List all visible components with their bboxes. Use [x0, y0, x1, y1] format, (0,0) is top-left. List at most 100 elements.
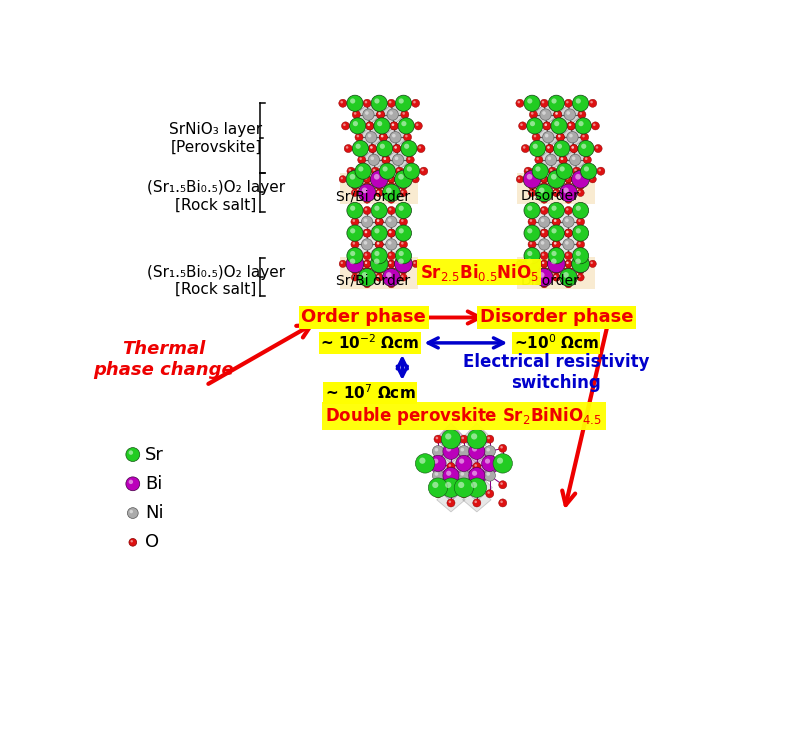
- Circle shape: [482, 455, 498, 472]
- Circle shape: [355, 144, 361, 149]
- Circle shape: [467, 478, 486, 498]
- Circle shape: [567, 122, 575, 130]
- Circle shape: [582, 135, 585, 137]
- Circle shape: [381, 135, 383, 137]
- Circle shape: [373, 169, 375, 171]
- Circle shape: [388, 196, 395, 203]
- Circle shape: [458, 470, 470, 481]
- Circle shape: [529, 253, 536, 261]
- Circle shape: [578, 275, 581, 278]
- Circle shape: [379, 163, 395, 180]
- Circle shape: [395, 167, 403, 175]
- Circle shape: [399, 241, 407, 249]
- Circle shape: [389, 253, 391, 256]
- Circle shape: [398, 98, 404, 104]
- Circle shape: [353, 275, 355, 278]
- Circle shape: [563, 272, 569, 278]
- Circle shape: [553, 189, 560, 197]
- Circle shape: [569, 124, 571, 126]
- Circle shape: [542, 132, 554, 143]
- Circle shape: [434, 453, 442, 461]
- Circle shape: [559, 156, 567, 164]
- Circle shape: [389, 197, 391, 200]
- Circle shape: [548, 95, 564, 111]
- Circle shape: [552, 218, 560, 226]
- Circle shape: [484, 470, 495, 481]
- Circle shape: [532, 133, 540, 142]
- Circle shape: [375, 241, 383, 249]
- Circle shape: [542, 253, 544, 256]
- Circle shape: [500, 501, 503, 503]
- Circle shape: [412, 260, 419, 267]
- Circle shape: [554, 191, 557, 193]
- Circle shape: [546, 145, 554, 153]
- Circle shape: [591, 122, 599, 130]
- Circle shape: [434, 489, 442, 498]
- Circle shape: [460, 472, 468, 480]
- Circle shape: [529, 183, 536, 190]
- Circle shape: [516, 260, 523, 267]
- Circle shape: [415, 454, 434, 473]
- Text: (Sr₁.₅Bi₀.₅)O₂ layer
[Rock salt]: (Sr₁.₅Bi₀.₅)O₂ layer [Rock salt]: [147, 264, 285, 297]
- Circle shape: [566, 184, 569, 186]
- Circle shape: [540, 109, 551, 120]
- Circle shape: [393, 145, 401, 153]
- Circle shape: [379, 133, 387, 142]
- Circle shape: [543, 122, 551, 130]
- Circle shape: [542, 268, 544, 270]
- Circle shape: [375, 218, 383, 226]
- Circle shape: [390, 122, 398, 130]
- Circle shape: [578, 219, 581, 222]
- Circle shape: [442, 429, 461, 448]
- Circle shape: [597, 167, 605, 175]
- Polygon shape: [380, 103, 406, 126]
- Circle shape: [400, 267, 407, 274]
- Polygon shape: [533, 103, 558, 126]
- Circle shape: [577, 189, 584, 197]
- Circle shape: [523, 255, 541, 273]
- Circle shape: [542, 184, 544, 186]
- Polygon shape: [557, 103, 582, 126]
- Circle shape: [486, 448, 490, 451]
- Circle shape: [564, 229, 573, 237]
- Circle shape: [377, 242, 379, 244]
- Circle shape: [428, 478, 448, 498]
- Circle shape: [401, 242, 404, 244]
- Circle shape: [572, 156, 575, 160]
- Circle shape: [339, 260, 346, 267]
- Circle shape: [405, 135, 408, 137]
- Circle shape: [518, 177, 520, 180]
- Circle shape: [524, 203, 540, 218]
- Circle shape: [530, 255, 532, 257]
- Circle shape: [581, 144, 586, 149]
- Circle shape: [363, 206, 371, 215]
- Circle shape: [461, 472, 464, 476]
- Circle shape: [386, 216, 397, 227]
- Polygon shape: [386, 148, 410, 171]
- Circle shape: [395, 225, 411, 241]
- Circle shape: [389, 177, 391, 180]
- Circle shape: [523, 146, 526, 149]
- Circle shape: [351, 189, 358, 197]
- Polygon shape: [462, 485, 491, 512]
- Circle shape: [500, 446, 503, 448]
- Circle shape: [474, 482, 477, 485]
- Circle shape: [547, 146, 550, 149]
- Text: Sr: Sr: [145, 446, 164, 463]
- Circle shape: [365, 231, 367, 233]
- Circle shape: [487, 473, 490, 476]
- Circle shape: [548, 225, 564, 241]
- Circle shape: [554, 275, 557, 278]
- Circle shape: [530, 268, 532, 270]
- Circle shape: [377, 141, 393, 156]
- Text: ~ 10$^{-2}$ Ωcm: ~ 10$^{-2}$ Ωcm: [320, 334, 420, 352]
- Circle shape: [388, 241, 391, 244]
- Circle shape: [553, 169, 560, 176]
- Circle shape: [389, 231, 391, 233]
- Circle shape: [394, 171, 412, 188]
- Circle shape: [129, 539, 137, 546]
- Circle shape: [578, 121, 583, 126]
- Circle shape: [541, 267, 548, 274]
- Circle shape: [547, 255, 565, 273]
- Circle shape: [553, 189, 560, 197]
